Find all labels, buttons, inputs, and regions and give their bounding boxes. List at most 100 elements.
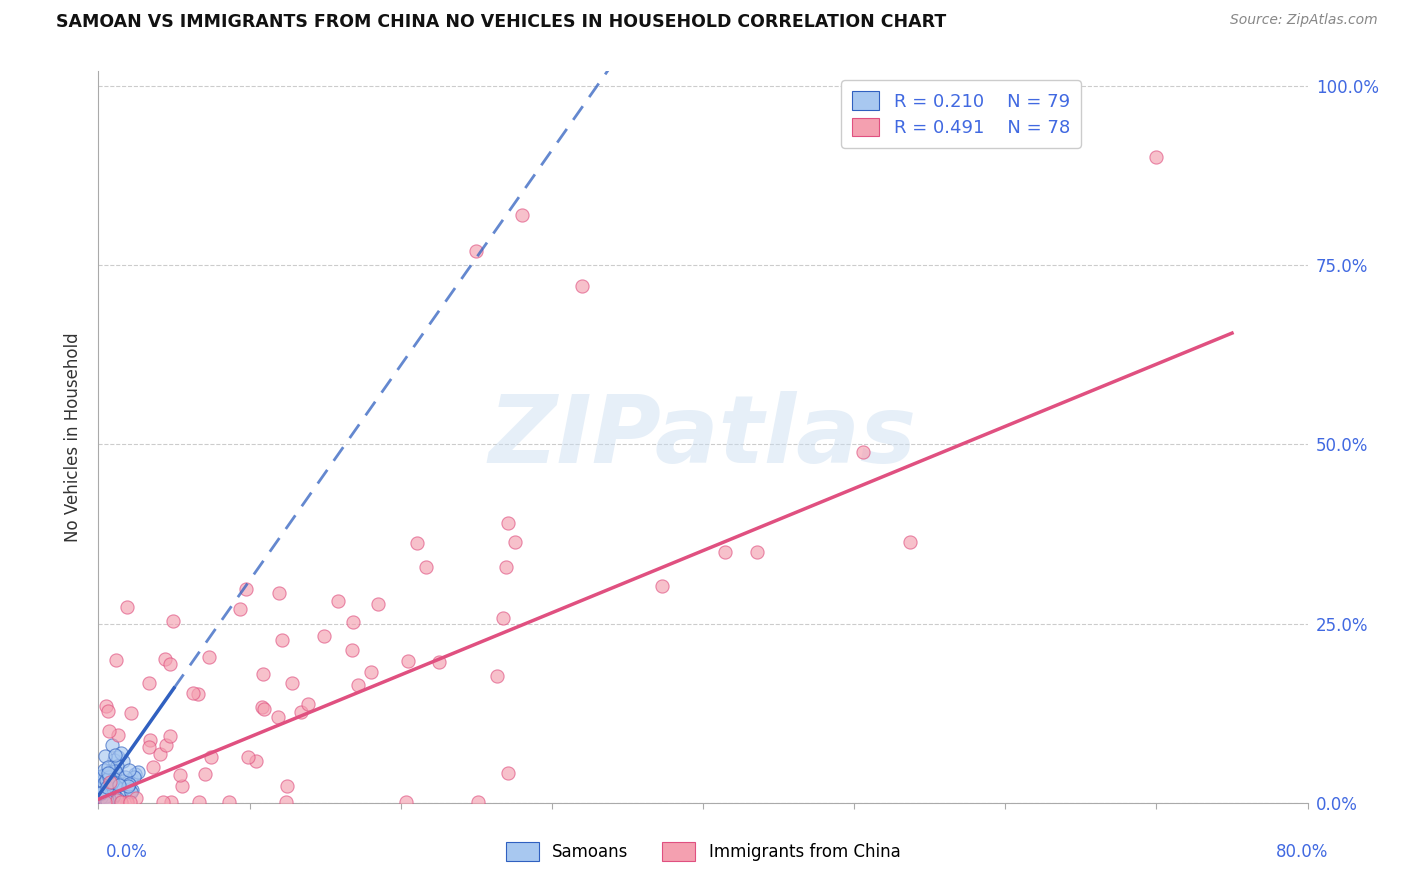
Point <box>465 244 488 258</box>
Point <box>97 705 120 719</box>
Point <box>111 754 134 768</box>
Point <box>571 279 593 293</box>
Point <box>496 766 519 780</box>
Point <box>120 772 142 786</box>
Point <box>138 733 160 747</box>
Point <box>396 654 419 668</box>
Point <box>218 795 240 809</box>
Point <box>87 786 110 800</box>
Point <box>107 728 129 742</box>
Point <box>267 586 290 600</box>
Point <box>100 789 122 804</box>
Point <box>415 559 437 574</box>
Point <box>110 746 132 760</box>
Point <box>96 777 118 791</box>
Point <box>290 705 312 719</box>
Point <box>155 738 177 752</box>
Point <box>97 780 120 795</box>
Point <box>98 784 121 798</box>
Point <box>100 763 122 777</box>
Point <box>142 760 165 774</box>
Point <box>486 668 509 682</box>
Point <box>90 793 112 807</box>
Point <box>122 770 145 784</box>
Point <box>118 795 141 809</box>
Point <box>169 767 191 781</box>
Point <box>94 768 117 782</box>
Point <box>120 706 142 720</box>
Point <box>96 794 118 808</box>
Point <box>1144 150 1167 164</box>
Point <box>97 787 120 801</box>
Point <box>91 769 114 783</box>
Point <box>115 599 138 614</box>
Point <box>194 767 217 781</box>
Point <box>89 788 111 802</box>
Point <box>149 747 172 761</box>
Point <box>93 763 115 777</box>
Point <box>96 780 118 794</box>
Point <box>97 766 120 780</box>
Point <box>110 795 132 809</box>
Point <box>125 791 148 805</box>
Point <box>105 776 128 790</box>
Point <box>267 710 290 724</box>
Point <box>112 773 135 788</box>
Point <box>360 665 382 680</box>
Point <box>90 789 112 803</box>
Point <box>90 790 112 805</box>
Point <box>406 535 429 549</box>
Point <box>172 779 194 793</box>
Point <box>104 771 127 785</box>
Point <box>503 535 526 549</box>
Legend: Samoans, Immigrants from China: Samoans, Immigrants from China <box>499 835 907 868</box>
Point <box>326 594 349 608</box>
Point <box>103 788 125 802</box>
Point <box>187 687 209 701</box>
Point <box>852 445 875 459</box>
Point <box>105 779 128 793</box>
Point <box>98 792 121 806</box>
Point <box>96 785 118 799</box>
Point <box>187 795 209 809</box>
Point <box>97 775 120 789</box>
Point <box>96 789 118 804</box>
Point <box>105 759 128 773</box>
Point <box>347 678 370 692</box>
Point <box>97 760 120 774</box>
Point <box>101 792 124 806</box>
Point <box>103 772 125 786</box>
Point <box>98 771 121 785</box>
Point <box>276 779 298 793</box>
Text: Source: ZipAtlas.com: Source: ZipAtlas.com <box>1230 13 1378 28</box>
Point <box>105 791 128 805</box>
Point <box>496 516 519 530</box>
Point <box>117 775 139 789</box>
Point <box>395 795 418 809</box>
Point <box>367 597 389 611</box>
Point <box>159 795 181 809</box>
Point <box>98 723 121 738</box>
Point <box>101 739 124 753</box>
Point <box>117 780 139 794</box>
Point <box>100 782 122 797</box>
Point <box>245 755 267 769</box>
Point <box>127 765 149 780</box>
Point <box>101 775 124 789</box>
Point <box>98 775 121 789</box>
Point <box>104 653 127 667</box>
Point <box>97 770 120 784</box>
Point <box>120 785 142 799</box>
Point <box>90 786 112 800</box>
Point <box>105 765 128 780</box>
Point <box>91 787 114 801</box>
Point <box>94 773 117 788</box>
Point <box>495 560 517 574</box>
Point <box>94 698 117 713</box>
Point <box>252 667 274 681</box>
Point <box>90 769 112 783</box>
Text: 0.0%: 0.0% <box>105 843 148 861</box>
Point <box>427 655 450 669</box>
Point <box>103 747 125 762</box>
Point <box>97 780 120 795</box>
